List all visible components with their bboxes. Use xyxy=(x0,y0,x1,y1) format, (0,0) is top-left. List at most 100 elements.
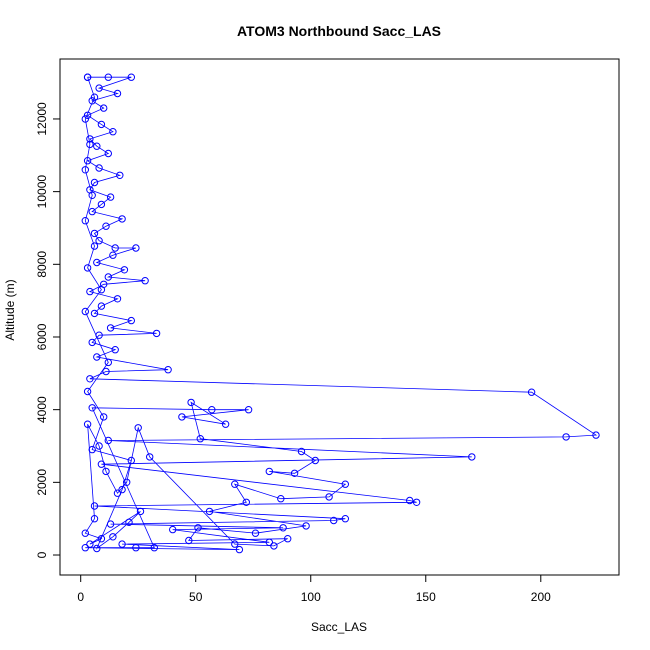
data-point xyxy=(104,149,113,158)
data-point xyxy=(592,431,600,439)
x-tick-label: 150 xyxy=(416,590,436,604)
data-point xyxy=(95,442,103,450)
data-point xyxy=(86,135,94,143)
data-point xyxy=(97,460,106,468)
data-point xyxy=(205,507,214,516)
data-point xyxy=(562,433,570,441)
data-point xyxy=(109,251,117,259)
data-point xyxy=(341,480,349,488)
y-tick-label: 4000 xyxy=(35,396,49,423)
data-point xyxy=(81,217,90,225)
data-point xyxy=(187,398,195,407)
data-point xyxy=(106,193,115,201)
data-point xyxy=(146,453,154,461)
data-point xyxy=(104,273,113,281)
data-point xyxy=(113,89,122,98)
data-point xyxy=(90,502,99,510)
data-point xyxy=(83,157,92,165)
data-point xyxy=(95,164,103,172)
data-point xyxy=(90,229,99,238)
data-point xyxy=(88,191,96,200)
data-point xyxy=(185,536,193,545)
data-point xyxy=(88,445,96,454)
data-point xyxy=(132,244,140,252)
data-point xyxy=(127,456,136,465)
x-tick-label: 200 xyxy=(531,590,551,604)
data-point xyxy=(104,358,113,367)
data-point xyxy=(86,540,94,548)
data-point xyxy=(83,387,92,396)
data-point xyxy=(81,166,90,174)
data-point xyxy=(109,533,117,541)
y-tick-label: 8000 xyxy=(35,251,49,278)
data-point xyxy=(88,207,96,216)
data-point xyxy=(104,436,113,445)
data-point xyxy=(244,406,253,414)
data-point xyxy=(279,524,287,532)
x-tick-label: 50 xyxy=(189,590,203,604)
x-tick-label: 0 xyxy=(77,590,84,604)
data-point xyxy=(90,309,99,318)
data-point xyxy=(251,529,260,537)
data-point xyxy=(152,329,161,338)
data-point xyxy=(113,295,122,303)
data-point xyxy=(208,406,216,414)
data-point xyxy=(88,404,96,412)
data-point xyxy=(302,522,310,530)
data-point xyxy=(265,467,273,476)
data-point xyxy=(169,525,177,534)
data-point xyxy=(111,244,119,252)
data-point xyxy=(325,493,333,501)
data-point xyxy=(231,540,239,548)
data-point xyxy=(136,507,145,516)
data-point xyxy=(88,338,96,347)
data-point xyxy=(265,538,273,546)
data-point xyxy=(125,518,133,526)
data-point xyxy=(118,215,126,223)
y-axis-label: Altitude (m) xyxy=(3,279,17,340)
data-point xyxy=(81,115,90,123)
data-point xyxy=(311,456,319,465)
data-point xyxy=(406,496,414,505)
x-tick-label: 100 xyxy=(301,590,321,604)
data-point xyxy=(123,478,131,486)
data-point xyxy=(90,515,99,523)
data-point xyxy=(178,413,186,421)
data-point xyxy=(97,120,106,129)
y-tick-label: 10000 xyxy=(35,175,49,209)
data-point xyxy=(150,544,159,552)
data-point xyxy=(83,73,92,81)
y-axis: 0 2000 4000 6000 8000 10000 12000 xyxy=(35,102,61,558)
data-point xyxy=(97,200,106,209)
data-point xyxy=(330,516,338,525)
data-point xyxy=(242,498,251,506)
data-point xyxy=(81,529,90,537)
data-point xyxy=(86,287,94,296)
data-point xyxy=(104,73,113,81)
data-point xyxy=(83,264,92,272)
data-point xyxy=(95,331,103,339)
y-tick-label: 6000 xyxy=(35,323,49,350)
x-axis-label: Sacc_LAS xyxy=(311,620,367,634)
data-point xyxy=(297,447,306,456)
data-point xyxy=(106,324,115,332)
data-point xyxy=(111,346,119,354)
data-point xyxy=(164,366,172,374)
data-point xyxy=(90,93,99,101)
data-point xyxy=(93,142,101,150)
series-line xyxy=(84,76,598,550)
data-point xyxy=(231,480,239,488)
data-point xyxy=(277,495,285,503)
data-point xyxy=(81,307,90,316)
data-point xyxy=(93,544,101,553)
data-point xyxy=(134,424,142,432)
data-point xyxy=(120,266,129,274)
data-point xyxy=(113,489,122,497)
data-point xyxy=(106,520,115,528)
data-point xyxy=(290,469,299,477)
data-point xyxy=(235,545,244,554)
data-point xyxy=(97,286,106,294)
data-point xyxy=(118,540,126,548)
